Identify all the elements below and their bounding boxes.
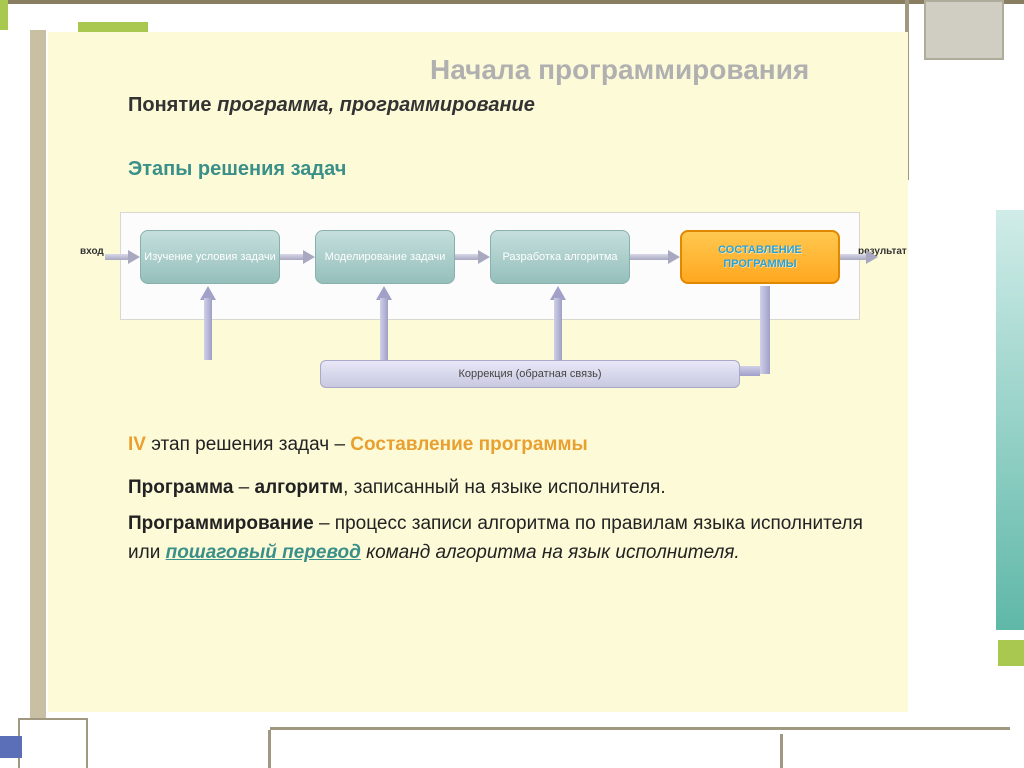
label-input: вход xyxy=(80,246,104,257)
link-stepwise[interactable]: пошаговый перевод xyxy=(166,542,361,563)
term-algorithm: алгоритм xyxy=(255,477,344,498)
subtitle-italic: программа, программирование xyxy=(217,94,535,116)
page-subtitle: Понятие программа, программирование xyxy=(128,94,535,117)
flow-node: Разработка алгоритма xyxy=(490,230,630,284)
deco-block xyxy=(996,210,1024,630)
stage-number: IV xyxy=(128,434,146,455)
page-title: Начала программирования xyxy=(430,54,809,86)
arrow-up-icon xyxy=(376,286,392,360)
arrow-icon xyxy=(630,250,680,264)
flow-node: Изучение условия задачи xyxy=(140,230,280,284)
deco-block xyxy=(998,640,1024,666)
arrow-up-icon xyxy=(200,286,216,360)
arrow-icon xyxy=(105,250,140,264)
term-program: Программа xyxy=(128,477,233,498)
deco-line xyxy=(780,734,783,768)
deco-block xyxy=(0,0,8,30)
arrow-icon xyxy=(840,250,878,264)
flowchart: вход результат Изучение условия задачи М… xyxy=(80,200,900,390)
section-title: Этапы решения задач xyxy=(128,158,346,181)
deco-line xyxy=(270,727,1010,730)
arrow-icon xyxy=(455,250,490,264)
deco-block xyxy=(30,30,46,730)
stage-name: Составление программы xyxy=(350,434,587,455)
deco-line xyxy=(268,730,271,768)
deco-block xyxy=(924,0,1004,60)
arrow-connector xyxy=(760,286,770,374)
deco-block xyxy=(18,718,88,768)
term-programming: Программирование xyxy=(128,513,314,534)
deco-block xyxy=(0,736,22,758)
flow-node-highlight: СОСТАВЛЕНИЕ ПРОГРАММЫ xyxy=(680,230,840,284)
feedback-box: Коррекция (обратная связь) xyxy=(320,360,740,388)
subtitle-prefix: Понятие xyxy=(128,94,217,116)
content-text: IV этап решения задач – Составление прог… xyxy=(128,430,888,574)
flow-node: Моделирование задачи xyxy=(315,230,455,284)
arrow-up-icon xyxy=(550,286,566,360)
stage-text: этап решения задач – xyxy=(146,434,350,455)
arrow-icon xyxy=(280,250,315,264)
deco-line xyxy=(0,0,1024,4)
